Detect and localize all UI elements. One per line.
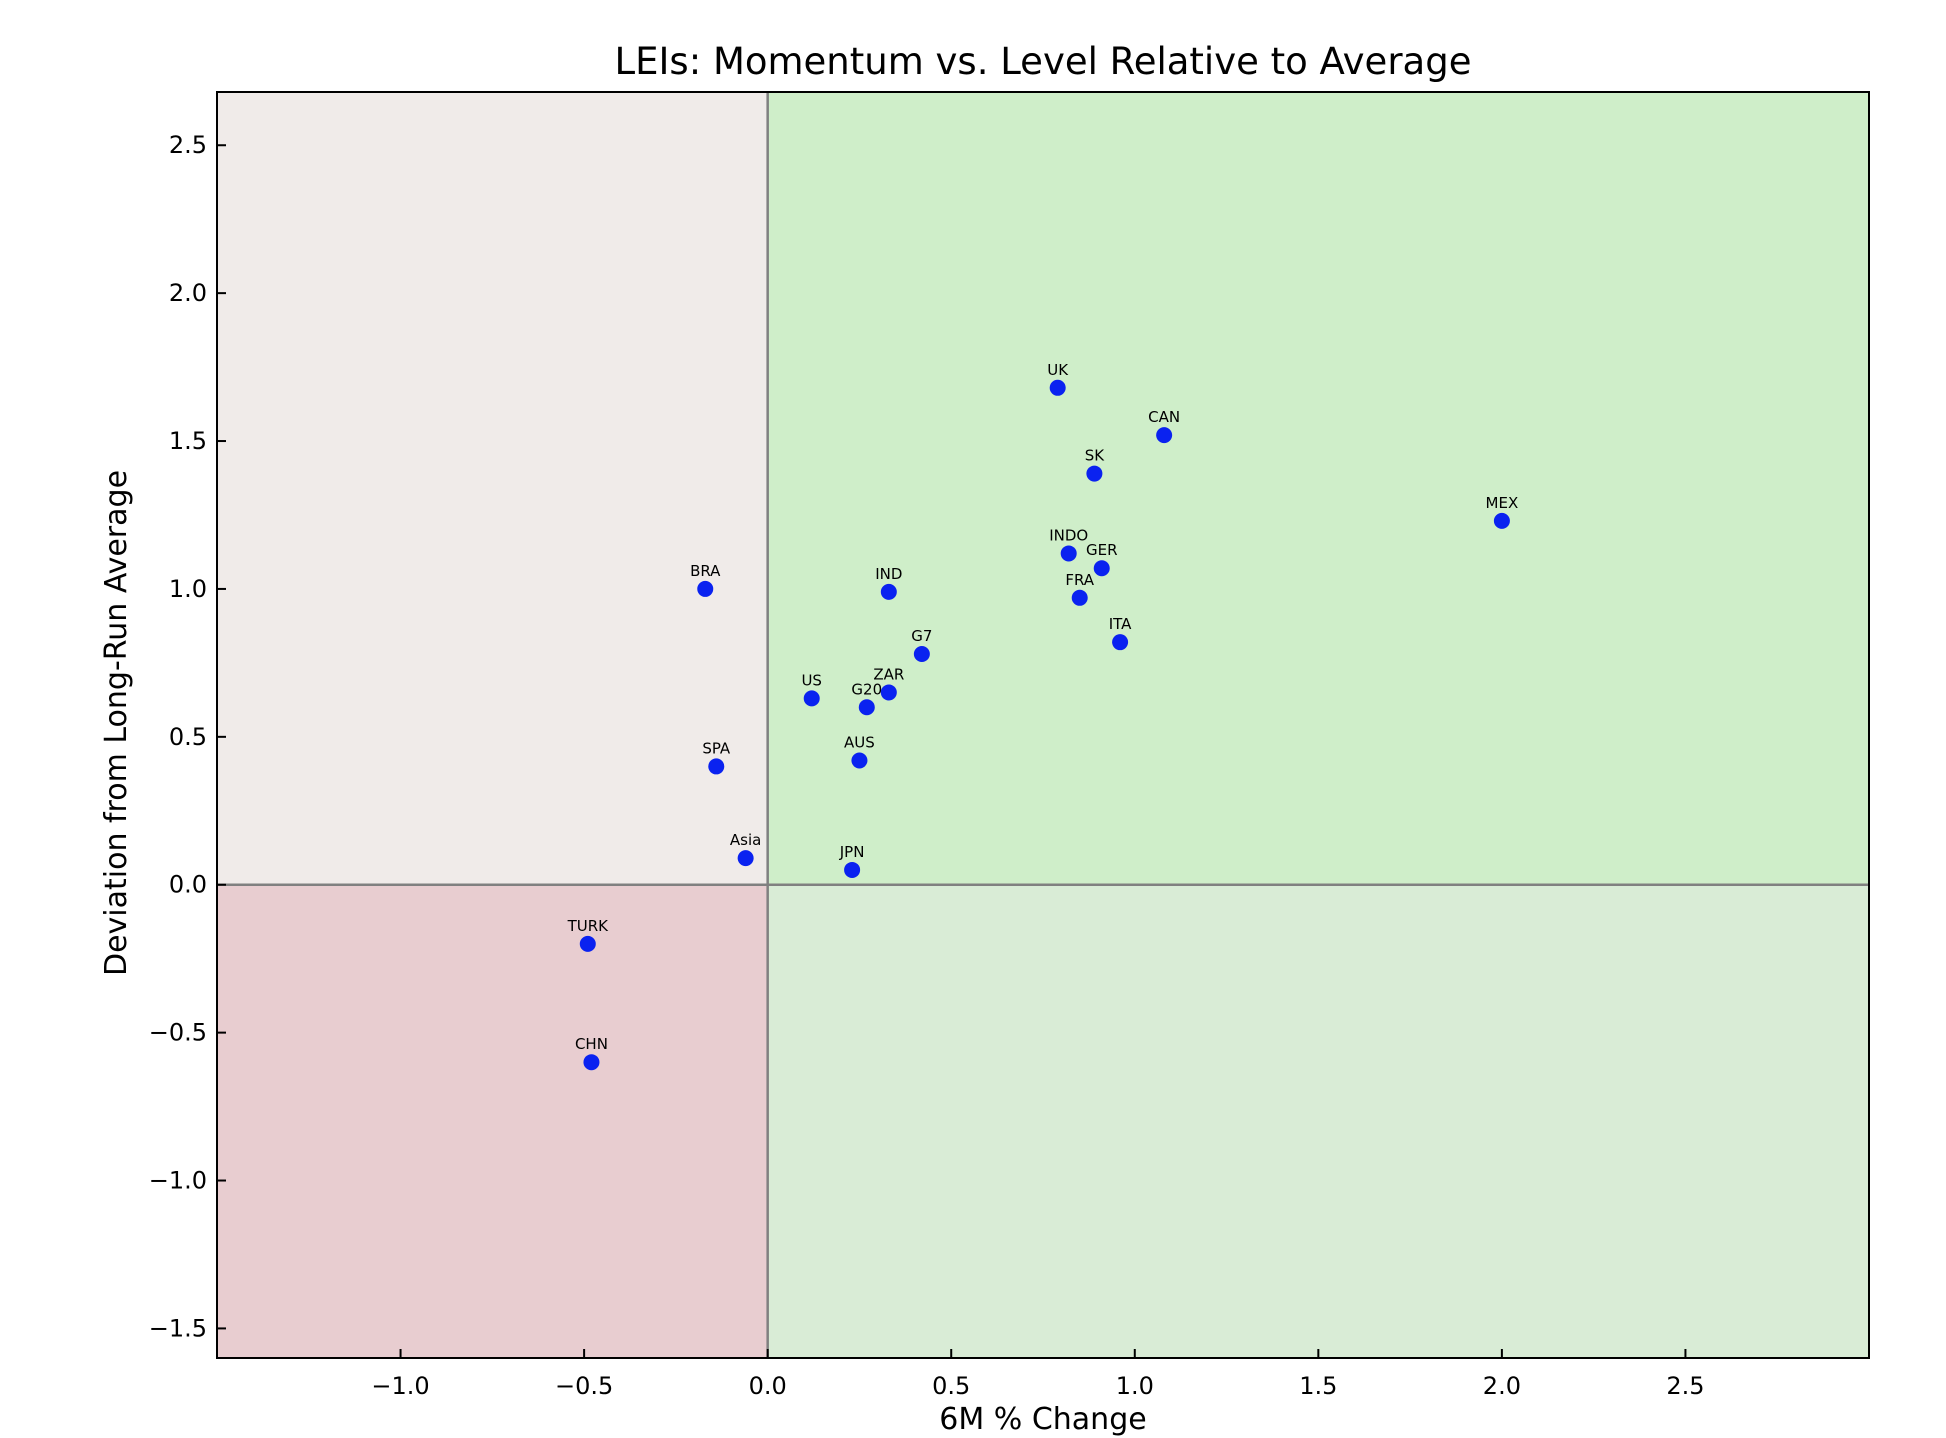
- point-marker: [1071, 589, 1088, 606]
- quadrant-top-right: [767, 92, 1869, 885]
- data-point-chn: CHN: [575, 1035, 608, 1071]
- point-marker: [858, 699, 875, 716]
- data-point-asia: Asia: [730, 831, 761, 867]
- point-label: ITA: [1109, 615, 1132, 633]
- point-marker: [851, 752, 868, 769]
- x-tick-label: 0.0: [749, 1372, 787, 1400]
- point-label: G7: [911, 627, 932, 645]
- point-label: IND: [875, 565, 902, 583]
- point-marker: [803, 690, 820, 707]
- x-tick-label: −0.5: [555, 1372, 613, 1400]
- data-point-g20: G20: [851, 680, 882, 716]
- point-marker: [1093, 560, 1110, 577]
- point-marker: [1156, 427, 1173, 444]
- data-point-uk: UK: [1047, 361, 1069, 396]
- quadrant-backgrounds: [217, 92, 1869, 1358]
- data-point-spa: SPA: [702, 739, 731, 775]
- data-point-bra: BRA: [690, 562, 721, 597]
- x-tick-label: 2.5: [1666, 1372, 1704, 1400]
- y-tick-label: 2.5: [169, 131, 207, 159]
- data-point-mex: MEX: [1486, 494, 1519, 529]
- x-tick-label: 1.0: [1116, 1372, 1154, 1400]
- data-point-aus: AUS: [844, 733, 875, 769]
- data-point-ita: ITA: [1109, 615, 1132, 651]
- point-label: BRA: [690, 562, 721, 580]
- y-tick-label: 2.0: [169, 279, 207, 307]
- point-label: SPA: [702, 739, 731, 757]
- point-marker: [1493, 512, 1510, 529]
- point-marker: [1049, 379, 1066, 396]
- data-point-ger: GER: [1086, 541, 1118, 577]
- point-label: ZAR: [873, 665, 904, 683]
- y-tick-label: −0.5: [149, 1019, 207, 1047]
- y-tick-label: 0.0: [169, 871, 207, 899]
- point-marker: [1060, 545, 1077, 562]
- point-marker: [1086, 465, 1103, 482]
- point-label: GER: [1086, 541, 1118, 559]
- point-marker: [579, 935, 596, 952]
- point-label: SK: [1085, 447, 1106, 465]
- y-tick-label: 0.5: [169, 723, 207, 751]
- x-tick-label: 2.0: [1483, 1372, 1521, 1400]
- reference-lines: [217, 92, 1869, 1358]
- point-marker: [880, 684, 897, 701]
- data-point-indo: INDO: [1049, 526, 1088, 562]
- x-axis-ticks: −1.0 −0.5 0.0 0.5 1.0 1.5 2.0 2.5: [371, 1349, 1705, 1400]
- x-axis-label: 6M % Change: [939, 1402, 1146, 1437]
- data-point-turk: TURK: [567, 917, 610, 952]
- x-tick-label: 0.5: [932, 1372, 970, 1400]
- y-tick-label: −1.5: [149, 1314, 207, 1342]
- point-label: Asia: [730, 831, 761, 849]
- y-tick-label: 1.0: [169, 575, 207, 603]
- quadrant-bottom-left: [217, 884, 768, 1358]
- point-marker: [1112, 634, 1129, 651]
- data-point-fra: FRA: [1065, 571, 1095, 606]
- data-point-sk: SK: [1085, 447, 1106, 482]
- data-point-jpn: JPN: [839, 843, 865, 878]
- point-label: MEX: [1486, 494, 1519, 512]
- point-marker: [913, 646, 930, 663]
- point-marker: [880, 583, 897, 600]
- x-tick-label: −1.0: [371, 1372, 429, 1400]
- point-label: CHN: [575, 1035, 608, 1053]
- point-label: INDO: [1049, 526, 1088, 544]
- point-marker: [697, 580, 714, 597]
- point-marker: [708, 758, 725, 775]
- point-label: TURK: [567, 917, 610, 935]
- point-label: CAN: [1148, 408, 1180, 426]
- y-tick-label: 1.5: [169, 427, 207, 455]
- x-tick-label: 1.5: [1299, 1372, 1337, 1400]
- quadrant-top-left: [217, 92, 768, 885]
- point-marker: [737, 850, 754, 867]
- point-label: G20: [851, 680, 882, 698]
- y-axis-label: Deviation from Long-Run Average: [99, 470, 134, 976]
- data-point-us: US: [801, 671, 822, 707]
- data-point-can: CAN: [1148, 408, 1180, 444]
- point-marker: [844, 861, 861, 878]
- y-axis-ticks: −1.5 −1.0 −0.5 0.0 0.5 1.0 1.5 2.0 2.5: [149, 131, 226, 1342]
- point-label: UK: [1047, 361, 1069, 379]
- point-label: AUS: [844, 733, 875, 751]
- data-point-ind: IND: [875, 565, 902, 600]
- chart-title: LEIs: Momentum vs. Level Relative to Ave…: [615, 40, 1472, 83]
- y-tick-label: −1.0: [149, 1167, 207, 1195]
- point-label: US: [801, 671, 822, 689]
- plot-frame: [216, 91, 1870, 1359]
- point-marker: [583, 1054, 600, 1071]
- quadrant-bottom-right: [767, 884, 1869, 1358]
- point-label: FRA: [1065, 571, 1094, 589]
- point-label: JPN: [839, 843, 865, 861]
- data-point-zar: ZAR: [873, 665, 904, 701]
- data-point-g7: G7: [911, 627, 932, 663]
